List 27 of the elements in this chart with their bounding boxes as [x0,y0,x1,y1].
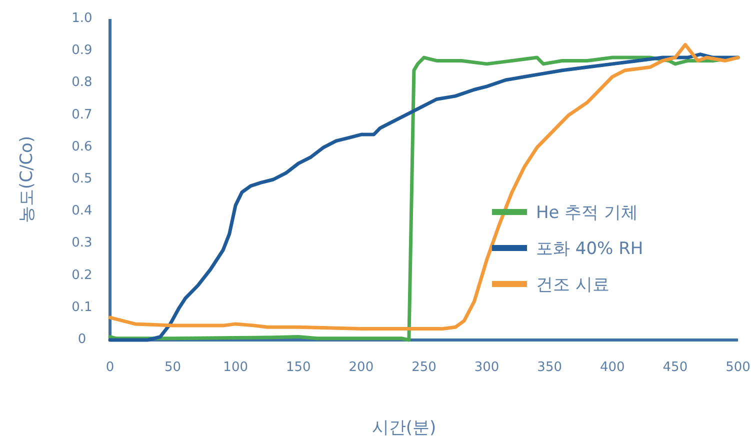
y-tick-label: 0 [78,332,86,347]
y-tick-label: 0.4 [72,204,92,219]
x-tick-label: 450 [662,360,688,375]
x-axis-title: 시간(분) [372,418,436,438]
y-tick-label: 0.2 [72,268,92,283]
legend-label: 건조 시료 [536,275,610,295]
x-tick-label: 100 [223,360,248,375]
y-tick-label: 0.5 [72,172,92,186]
x-tick-label: 0 [106,360,114,375]
y-tick-label: 0.7 [72,107,92,122]
y-tick-label: 0.9 [72,43,92,58]
x-tick-label: 150 [286,360,311,375]
legend-label: He 추적 기체 [536,203,638,223]
x-tick-label: 400 [600,360,625,375]
x-tick-label: 200 [348,360,374,375]
y-tick-label: 0.6 [72,139,92,154]
y-tick-label: 0.3 [72,236,92,251]
y-axis-title: 농도(C/Co) [17,136,37,224]
y-tick-label: 1.0 [72,11,92,26]
y-tick-label: 0.1 [72,300,92,315]
x-tick-label: 500 [726,360,750,375]
legend-label: 포화 40% RH [536,239,644,259]
x-tick-label: 50 [164,360,182,375]
x-tick-label: 300 [474,360,500,375]
y-tick-label: 0.8 [72,75,92,90]
x-tick-label: 350 [537,360,562,375]
x-tick-label: 250 [412,360,436,375]
